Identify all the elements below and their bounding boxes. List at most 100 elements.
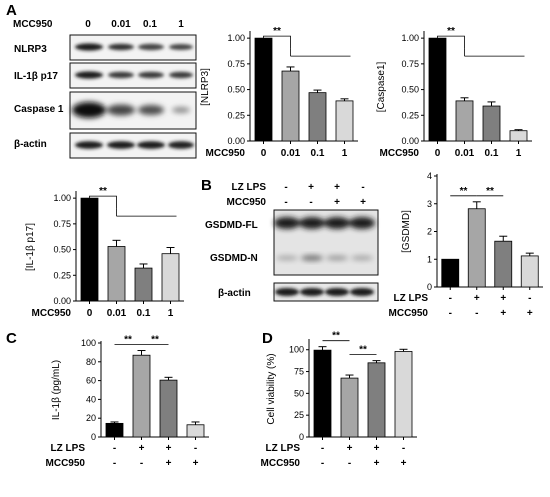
treatment-sign: - [113,443,116,454]
bar [441,258,460,288]
y-tick-label: 1 [427,254,432,264]
treatment-sign: + [474,293,480,304]
blot-band [275,288,299,296]
blot-b-treatment-label: MCC950 [227,197,267,208]
blot-a-dose-1: 0.01 [111,19,131,30]
treatment-sign: - [321,458,324,469]
y-tick-label: 40 [86,394,96,404]
blot-band [169,44,193,50]
bar [482,105,501,142]
y-tick-label: 0.00 [401,136,419,146]
blot-band [350,288,374,296]
treatment-sign: - [449,308,452,319]
bar [494,240,513,288]
blot-strip-nlrp3 [69,34,197,61]
significance-label: ** [447,26,455,37]
bar [107,246,126,302]
blot-band [138,71,164,79]
y-axis-title: [IL-1β p17] [25,223,36,271]
blot-band [138,43,164,51]
y-tick-label: 0.75 [53,219,71,229]
y-tick-label: 0 [299,432,304,442]
y-tick-label: 0.50 [227,85,245,95]
blot-band [301,255,323,261]
blot-band [75,141,103,149]
x-tick-label: 0 [435,148,441,159]
bar [281,70,300,142]
y-tick-label: 4 [427,171,432,181]
treatment-label: MCC950 [46,458,86,469]
blot-strip-beta-actin [69,132,197,159]
y-tick-label: 0.75 [227,59,245,69]
chart-gsdmd: 0 1 2 3 4 [GSDMD] LZ LPS - + + - MCC950 - - + + ** ** [389,171,543,319]
x-tick-label: 0.01 [107,308,127,319]
treatment-label: LZ LPS [51,443,86,454]
chart-caspase1: 0.00 0.25 0.50 0.75 1.00 [Caspase1] MCC950 0 0.0… [376,26,532,159]
y-tick-label: 0.00 [227,136,245,146]
bar [254,37,273,142]
treatment-label: LZ LPS [394,293,429,304]
bar [367,362,386,438]
bar [428,37,447,142]
treatment-sign: + [347,443,353,454]
bar [161,253,180,302]
bar [520,255,539,288]
x-group-label: MCC950 [32,308,72,319]
significance-label: ** [124,335,132,346]
y-tick-label: 3 [427,199,432,209]
bar [186,424,205,438]
panel-letter-a: A [6,2,17,19]
treatment-sign: - [113,458,116,469]
x-tick-label: 1 [342,148,348,159]
y-axis-title: [Caspase1] [376,61,387,112]
blot-b-row-label: GSDMD-FL [205,220,258,231]
significance-label: ** [486,186,494,197]
blot-strip-gsdmd [273,209,379,276]
blot-a-dose-3: 1 [178,19,184,30]
bar [105,422,124,438]
blot-b-sign: - [309,197,312,208]
blot-a-row-label: β-actin [14,139,47,150]
treatment-label: LZ LPS [266,443,301,454]
significance-label: ** [273,26,281,37]
y-tick-label: 0.25 [227,110,245,120]
blot-band [75,43,103,51]
y-tick-label: 2 [427,227,432,237]
x-tick-label: 0.01 [455,148,475,159]
significance-label: ** [332,331,340,342]
y-tick-label: 0 [427,282,432,292]
y-tick-label: 75 [294,367,304,377]
blot-strip-il1b-p17 [69,62,197,89]
bar [340,377,359,438]
treatment-sign: + [527,308,533,319]
significance-bracket [89,195,117,209]
panel-letter-c: C [6,330,17,347]
blot-band [276,255,298,261]
x-tick-label: 1 [168,308,174,319]
y-tick-label: 50 [294,388,304,398]
blot-band [172,107,190,113]
x-tick-label: 0 [261,148,267,159]
bar [394,351,413,438]
treatment-sign: + [139,443,145,454]
blot-band [326,255,348,261]
treatment-sign: - [348,458,351,469]
blot-b-sign: - [361,182,364,193]
y-tick-label: 60 [86,376,96,386]
blot-b-row-label: β-actin [218,288,251,299]
blot-a: MCC950 0 0.01 0.1 1 NLRP3 IL-1β p17 Casp… [13,19,197,159]
blot-b-row-label: GSDMD-N [210,253,258,264]
blot-band [299,217,325,229]
y-tick-label: 0.50 [401,85,419,95]
blot-a-dose-0: 0 [85,19,91,30]
treatment-sign: - [449,293,452,304]
bar [308,92,327,142]
blot-band [108,71,134,79]
blot-band [169,71,193,79]
blot-band [75,71,103,79]
significance-label: ** [151,335,159,346]
x-tick-label: 0.1 [137,308,151,319]
treatment-sign: - [402,443,405,454]
blot-a-header-label: MCC950 [13,19,53,30]
